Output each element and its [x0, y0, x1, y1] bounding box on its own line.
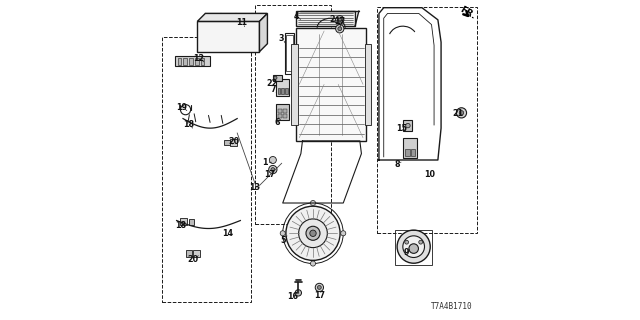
Bar	[403, 138, 417, 158]
Text: 17: 17	[335, 17, 346, 26]
Text: 8: 8	[394, 160, 400, 169]
Text: 17: 17	[264, 170, 275, 179]
Text: 3: 3	[278, 35, 284, 44]
Bar	[276, 104, 289, 120]
Circle shape	[310, 230, 316, 236]
Bar	[403, 120, 412, 131]
Text: 18: 18	[183, 120, 194, 129]
Bar	[278, 114, 282, 118]
Circle shape	[338, 18, 342, 22]
Bar	[186, 250, 192, 257]
Bar	[183, 58, 187, 65]
Text: 21: 21	[452, 109, 464, 118]
Bar	[278, 109, 282, 113]
Text: T7A4B1710: T7A4B1710	[431, 302, 472, 311]
Bar	[296, 11, 355, 26]
Text: 14: 14	[222, 229, 233, 238]
Text: 20: 20	[188, 255, 199, 264]
Text: 5: 5	[280, 236, 286, 245]
Bar	[180, 218, 187, 225]
Bar	[296, 28, 366, 141]
Bar	[195, 58, 198, 65]
Circle shape	[306, 226, 320, 240]
Text: 9: 9	[403, 248, 409, 257]
Bar	[276, 79, 289, 96]
Text: 6: 6	[274, 118, 280, 127]
Bar	[200, 58, 204, 65]
Bar	[230, 139, 237, 146]
Text: 18: 18	[175, 221, 186, 230]
Circle shape	[409, 244, 419, 253]
Bar	[193, 250, 200, 257]
Polygon shape	[259, 13, 268, 52]
Text: 19: 19	[176, 103, 187, 112]
Circle shape	[335, 16, 344, 24]
Bar	[197, 21, 259, 52]
Circle shape	[335, 25, 344, 33]
Text: 4: 4	[293, 12, 299, 21]
Bar	[286, 35, 292, 71]
Bar	[282, 88, 284, 94]
Circle shape	[340, 231, 346, 236]
Text: 1: 1	[262, 158, 268, 167]
Circle shape	[280, 231, 285, 236]
Circle shape	[406, 123, 410, 128]
Bar	[291, 44, 298, 125]
Bar	[411, 149, 415, 156]
Circle shape	[286, 206, 340, 260]
Text: FR.: FR.	[458, 4, 477, 20]
Circle shape	[338, 27, 342, 31]
Bar	[283, 109, 287, 113]
Bar	[225, 140, 230, 145]
Circle shape	[404, 240, 408, 244]
Circle shape	[456, 108, 467, 118]
Text: 16: 16	[287, 292, 298, 301]
Circle shape	[397, 230, 430, 263]
Text: 7: 7	[270, 85, 276, 94]
Circle shape	[274, 76, 277, 79]
Bar	[177, 58, 181, 65]
Bar	[255, 5, 331, 224]
Circle shape	[271, 168, 275, 172]
Bar	[378, 7, 477, 233]
Circle shape	[310, 261, 316, 266]
Bar	[365, 44, 371, 125]
Text: 11: 11	[236, 19, 248, 28]
Text: 12: 12	[193, 53, 204, 62]
Bar	[405, 149, 410, 156]
Polygon shape	[197, 13, 268, 21]
Circle shape	[269, 165, 277, 174]
Bar	[189, 219, 195, 225]
Text: 10: 10	[424, 170, 435, 179]
Bar	[283, 114, 287, 118]
Text: 15: 15	[396, 124, 407, 132]
Circle shape	[403, 236, 424, 258]
Circle shape	[419, 240, 422, 244]
Bar	[278, 88, 280, 94]
Circle shape	[316, 283, 323, 292]
Text: 17: 17	[314, 291, 326, 300]
Text: 20: 20	[228, 137, 239, 146]
Circle shape	[269, 156, 276, 164]
Circle shape	[310, 200, 316, 205]
Circle shape	[317, 285, 321, 289]
Circle shape	[460, 111, 464, 115]
Bar	[175, 56, 210, 66]
Bar	[163, 37, 251, 302]
Text: 13: 13	[249, 183, 260, 192]
Text: 22: 22	[266, 79, 277, 88]
Bar	[285, 88, 288, 94]
Circle shape	[299, 219, 327, 248]
Circle shape	[295, 290, 301, 296]
Bar	[285, 33, 294, 74]
Bar	[189, 58, 193, 65]
Text: 2: 2	[330, 15, 335, 24]
Bar	[273, 75, 282, 81]
Bar	[395, 230, 432, 265]
